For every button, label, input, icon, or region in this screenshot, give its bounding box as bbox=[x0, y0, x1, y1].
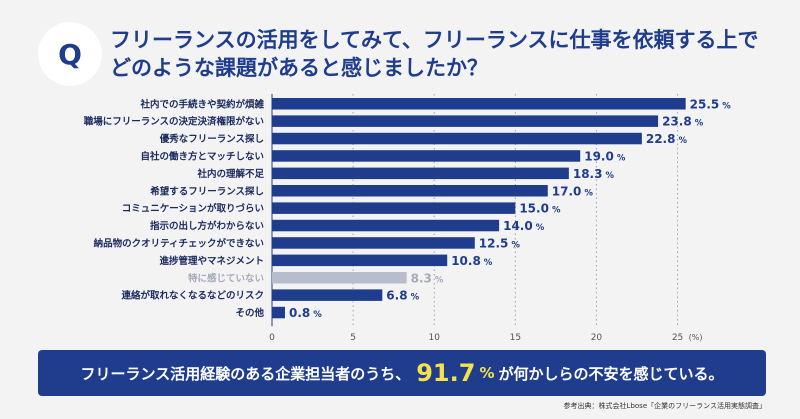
value-unit: % bbox=[605, 171, 614, 181]
bar bbox=[272, 150, 581, 162]
value-unit: % bbox=[695, 119, 704, 129]
question-line-1: フリーランスの活用をしてみて、フリーランスに仕事を依頼する上で bbox=[110, 28, 759, 52]
category-label: 自社の働き方とマッチしない bbox=[140, 150, 264, 162]
x-tick-label: 10 bbox=[428, 333, 440, 343]
bar-chart: 0 5 10 15 20 25 (%) 社内での手続きや契約が煩雑 25.5% 職場にフリーランス… bbox=[0, 92, 800, 352]
value-label: 10.8 bbox=[451, 254, 481, 268]
value-unit: % bbox=[552, 206, 561, 216]
category-label: 連絡が取れなくなるなどのリスク bbox=[121, 290, 264, 302]
value-unit: % bbox=[617, 153, 626, 163]
q-letter: Q bbox=[58, 37, 82, 71]
x-tick-label: 15 bbox=[510, 333, 521, 343]
bar bbox=[272, 289, 383, 301]
x-tick-label: 0 bbox=[269, 333, 275, 343]
category-label: 社内での手続きや契約が煩雑 bbox=[139, 98, 264, 110]
value-label: 8.3 bbox=[411, 271, 432, 285]
bar bbox=[272, 219, 500, 232]
summary-suffix: が何かしらの不安を感じている。 bbox=[498, 364, 724, 383]
category-label: 優秀なフリーランス探し bbox=[159, 133, 264, 145]
question-line-2: どのような課題があると感じましたか？ bbox=[110, 56, 488, 80]
summary-prefix: フリーランス活用経験のある企業担当者のうち、 bbox=[80, 364, 411, 383]
category-label: 職場にフリーランスの決定決済権限がない bbox=[84, 116, 264, 128]
question-title: フリーランスの活用をしてみて、フリーランスに仕事を依頼する上で どのような課題が… bbox=[110, 26, 780, 82]
bar bbox=[272, 237, 475, 249]
bar bbox=[272, 185, 548, 197]
summary-banner: フリーランス活用経験のある企業担当者のうち、 91.7 % が何かしらの不安を感… bbox=[38, 350, 766, 396]
value-unit: % bbox=[411, 293, 420, 303]
x-tick-label: 25 bbox=[672, 333, 683, 343]
value-label: 14.0 bbox=[503, 219, 533, 233]
value-unit: % bbox=[722, 101, 731, 111]
value-unit: % bbox=[484, 258, 493, 268]
category-label: 指示の出し方がわからない bbox=[150, 220, 264, 232]
summary-highlight-value: 91.7 bbox=[416, 359, 476, 387]
value-label: 18.3 bbox=[573, 167, 603, 181]
x-tick-label: 20 bbox=[591, 333, 603, 343]
bar bbox=[272, 98, 686, 110]
category-label: コミュニケーションが取りづらい bbox=[122, 203, 264, 215]
value-label: 22.8 bbox=[646, 132, 676, 146]
x-unit-label: (%) bbox=[689, 333, 703, 342]
value-label: 19.0 bbox=[584, 149, 614, 163]
value-unit: % bbox=[511, 240, 520, 250]
bar bbox=[272, 167, 569, 180]
summary-highlight-unit: % bbox=[479, 364, 495, 382]
value-unit: % bbox=[313, 310, 322, 320]
bar bbox=[272, 272, 407, 284]
value-label: 0.8 bbox=[289, 306, 310, 320]
value-unit: % bbox=[536, 223, 545, 233]
value-unit: % bbox=[584, 188, 593, 198]
value-label: 25.5 bbox=[690, 97, 720, 111]
value-label: 12.5 bbox=[479, 236, 509, 250]
value-label: 15.0 bbox=[519, 202, 549, 216]
category-label: その他 bbox=[235, 307, 264, 319]
bar bbox=[272, 115, 659, 127]
category-label: 進捗管理やマネジメント bbox=[159, 255, 264, 267]
value-label: 6.8 bbox=[386, 289, 407, 303]
category-label: 特に感じていない bbox=[188, 272, 264, 284]
bar bbox=[272, 254, 448, 267]
category-label: 納品物のクオリティチェックができない bbox=[94, 237, 264, 249]
value-unit: % bbox=[678, 136, 687, 146]
bar-chart-svg: 0 5 10 15 20 25 (%) 社内での手続きや契約が煩雑 25.5 % 職場にフリーランス… bbox=[84, 94, 731, 343]
value-unit: % bbox=[435, 275, 444, 285]
bar bbox=[272, 132, 642, 145]
q-badge: Q bbox=[38, 22, 102, 86]
bar bbox=[272, 306, 285, 319]
category-label: 社内の理解不足 bbox=[196, 168, 264, 180]
value-label: 17.0 bbox=[552, 184, 582, 198]
value-label: 23.8 bbox=[662, 115, 692, 129]
x-tick-label: 5 bbox=[350, 333, 356, 343]
bar bbox=[272, 202, 516, 214]
source-note: 参考出典：株式会社Lbose「企業のフリーランス活用実態調査」 bbox=[563, 402, 766, 410]
category-label: 希望するフリーランス探し bbox=[150, 185, 264, 197]
